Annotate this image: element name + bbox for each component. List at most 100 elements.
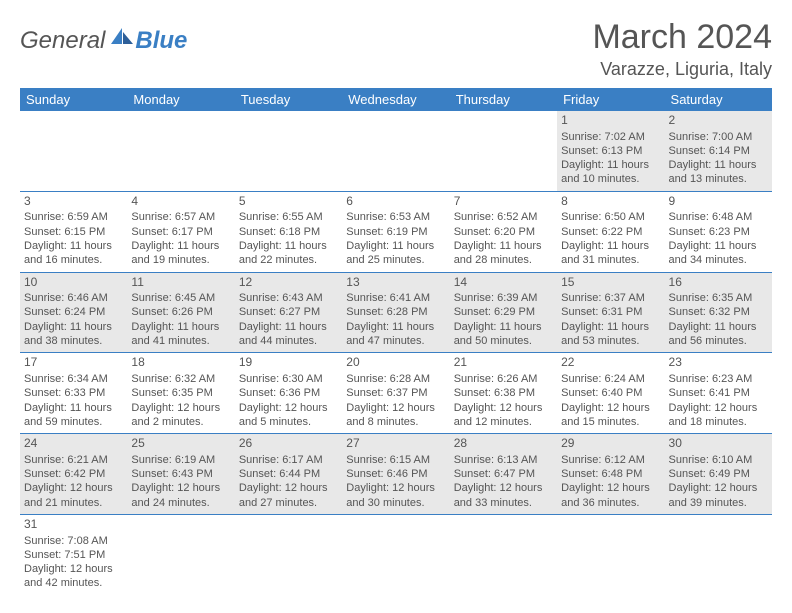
sail-icon <box>109 26 135 55</box>
day-number: 12 <box>239 275 338 291</box>
daylight-text: and 12 minutes. <box>454 415 553 429</box>
day-number: 8 <box>561 194 660 210</box>
daylight-text: Daylight: 11 hours <box>454 320 553 334</box>
sunset-text: Sunset: 6:28 PM <box>346 305 445 319</box>
daylight-text: and 16 minutes. <box>24 253 123 267</box>
calendar-day-cell <box>557 514 664 594</box>
calendar-day-cell: 12Sunrise: 6:43 AMSunset: 6:27 PMDayligh… <box>235 272 342 353</box>
sunrise-text: Sunrise: 6:26 AM <box>454 372 553 386</box>
daylight-text: Daylight: 11 hours <box>24 401 123 415</box>
day-number: 27 <box>346 436 445 452</box>
sunset-text: Sunset: 6:38 PM <box>454 386 553 400</box>
calendar-day-cell: 7Sunrise: 6:52 AMSunset: 6:20 PMDaylight… <box>450 191 557 272</box>
sunrise-text: Sunrise: 6:21 AM <box>24 453 123 467</box>
day-number: 2 <box>669 113 768 129</box>
sunset-text: Sunset: 6:24 PM <box>24 305 123 319</box>
daylight-text: Daylight: 11 hours <box>669 320 768 334</box>
calendar-day-cell: 1Sunrise: 7:02 AMSunset: 6:13 PMDaylight… <box>557 111 664 191</box>
calendar-day-cell: 23Sunrise: 6:23 AMSunset: 6:41 PMDayligh… <box>665 353 772 434</box>
calendar-day-cell <box>235 111 342 191</box>
day-number: 1 <box>561 113 660 129</box>
sunset-text: Sunset: 6:36 PM <box>239 386 338 400</box>
daylight-text: and 24 minutes. <box>131 496 230 510</box>
calendar-day-cell: 5Sunrise: 6:55 AMSunset: 6:18 PMDaylight… <box>235 191 342 272</box>
day-number: 5 <box>239 194 338 210</box>
month-title: March 2024 <box>592 18 772 57</box>
sunset-text: Sunset: 6:37 PM <box>346 386 445 400</box>
calendar-day-cell: 19Sunrise: 6:30 AMSunset: 6:36 PMDayligh… <box>235 353 342 434</box>
calendar-day-cell: 10Sunrise: 6:46 AMSunset: 6:24 PMDayligh… <box>20 272 127 353</box>
sunset-text: Sunset: 6:49 PM <box>669 467 768 481</box>
daylight-text: and 39 minutes. <box>669 496 768 510</box>
calendar-day-cell <box>20 111 127 191</box>
calendar-week-row: 17Sunrise: 6:34 AMSunset: 6:33 PMDayligh… <box>20 353 772 434</box>
weekday-header: Monday <box>127 88 234 111</box>
calendar-day-cell: 26Sunrise: 6:17 AMSunset: 6:44 PMDayligh… <box>235 434 342 515</box>
day-number: 11 <box>131 275 230 291</box>
daylight-text: and 47 minutes. <box>346 334 445 348</box>
daylight-text: Daylight: 12 hours <box>24 562 123 576</box>
daylight-text: and 41 minutes. <box>131 334 230 348</box>
calendar-day-cell: 6Sunrise: 6:53 AMSunset: 6:19 PMDaylight… <box>342 191 449 272</box>
calendar-day-cell <box>342 514 449 594</box>
daylight-text: Daylight: 11 hours <box>561 158 660 172</box>
sunset-text: Sunset: 6:14 PM <box>669 144 768 158</box>
daylight-text: and 38 minutes. <box>24 334 123 348</box>
sunrise-text: Sunrise: 6:28 AM <box>346 372 445 386</box>
daylight-text: and 34 minutes. <box>669 253 768 267</box>
daylight-text: and 31 minutes. <box>561 253 660 267</box>
calendar-day-cell: 28Sunrise: 6:13 AMSunset: 6:47 PMDayligh… <box>450 434 557 515</box>
sunrise-text: Sunrise: 6:13 AM <box>454 453 553 467</box>
day-number: 25 <box>131 436 230 452</box>
day-number: 7 <box>454 194 553 210</box>
sunrise-text: Sunrise: 6:57 AM <box>131 210 230 224</box>
sunset-text: Sunset: 6:46 PM <box>346 467 445 481</box>
daylight-text: Daylight: 11 hours <box>669 158 768 172</box>
sunset-text: Sunset: 6:47 PM <box>454 467 553 481</box>
sunrise-text: Sunrise: 7:08 AM <box>24 534 123 548</box>
sunrise-text: Sunrise: 6:55 AM <box>239 210 338 224</box>
calendar-day-cell <box>127 514 234 594</box>
location: Varazze, Liguria, Italy <box>592 59 772 80</box>
day-number: 31 <box>24 517 123 533</box>
daylight-text: and 21 minutes. <box>24 496 123 510</box>
daylight-text: and 25 minutes. <box>346 253 445 267</box>
daylight-text: Daylight: 12 hours <box>454 401 553 415</box>
weekday-header-row: SundayMondayTuesdayWednesdayThursdayFrid… <box>20 88 772 111</box>
calendar-table: SundayMondayTuesdayWednesdayThursdayFrid… <box>20 88 772 595</box>
calendar-day-cell: 29Sunrise: 6:12 AMSunset: 6:48 PMDayligh… <box>557 434 664 515</box>
sunrise-text: Sunrise: 6:15 AM <box>346 453 445 467</box>
daylight-text: Daylight: 11 hours <box>454 239 553 253</box>
day-number: 23 <box>669 355 768 371</box>
daylight-text: Daylight: 12 hours <box>24 481 123 495</box>
daylight-text: Daylight: 11 hours <box>346 239 445 253</box>
sunset-text: Sunset: 6:22 PM <box>561 225 660 239</box>
logo-text-2: Blue <box>135 27 187 55</box>
sunset-text: Sunset: 6:35 PM <box>131 386 230 400</box>
day-number: 14 <box>454 275 553 291</box>
calendar-week-row: 31Sunrise: 7:08 AMSunset: 7:51 PMDayligh… <box>20 514 772 594</box>
calendar-day-cell: 14Sunrise: 6:39 AMSunset: 6:29 PMDayligh… <box>450 272 557 353</box>
day-number: 20 <box>346 355 445 371</box>
day-number: 26 <box>239 436 338 452</box>
daylight-text: and 5 minutes. <box>239 415 338 429</box>
day-number: 24 <box>24 436 123 452</box>
daylight-text: Daylight: 11 hours <box>131 320 230 334</box>
day-number: 15 <box>561 275 660 291</box>
sunset-text: Sunset: 6:43 PM <box>131 467 230 481</box>
daylight-text: Daylight: 12 hours <box>669 481 768 495</box>
calendar-day-cell: 17Sunrise: 6:34 AMSunset: 6:33 PMDayligh… <box>20 353 127 434</box>
sunset-text: Sunset: 6:26 PM <box>131 305 230 319</box>
daylight-text: Daylight: 12 hours <box>346 481 445 495</box>
sunrise-text: Sunrise: 6:52 AM <box>454 210 553 224</box>
daylight-text: Daylight: 11 hours <box>131 239 230 253</box>
daylight-text: and 27 minutes. <box>239 496 338 510</box>
daylight-text: and 22 minutes. <box>239 253 338 267</box>
sunrise-text: Sunrise: 6:17 AM <box>239 453 338 467</box>
daylight-text: and 28 minutes. <box>454 253 553 267</box>
daylight-text: and 10 minutes. <box>561 172 660 186</box>
daylight-text: and 33 minutes. <box>454 496 553 510</box>
day-number: 22 <box>561 355 660 371</box>
weekday-header: Thursday <box>450 88 557 111</box>
sunset-text: Sunset: 6:40 PM <box>561 386 660 400</box>
